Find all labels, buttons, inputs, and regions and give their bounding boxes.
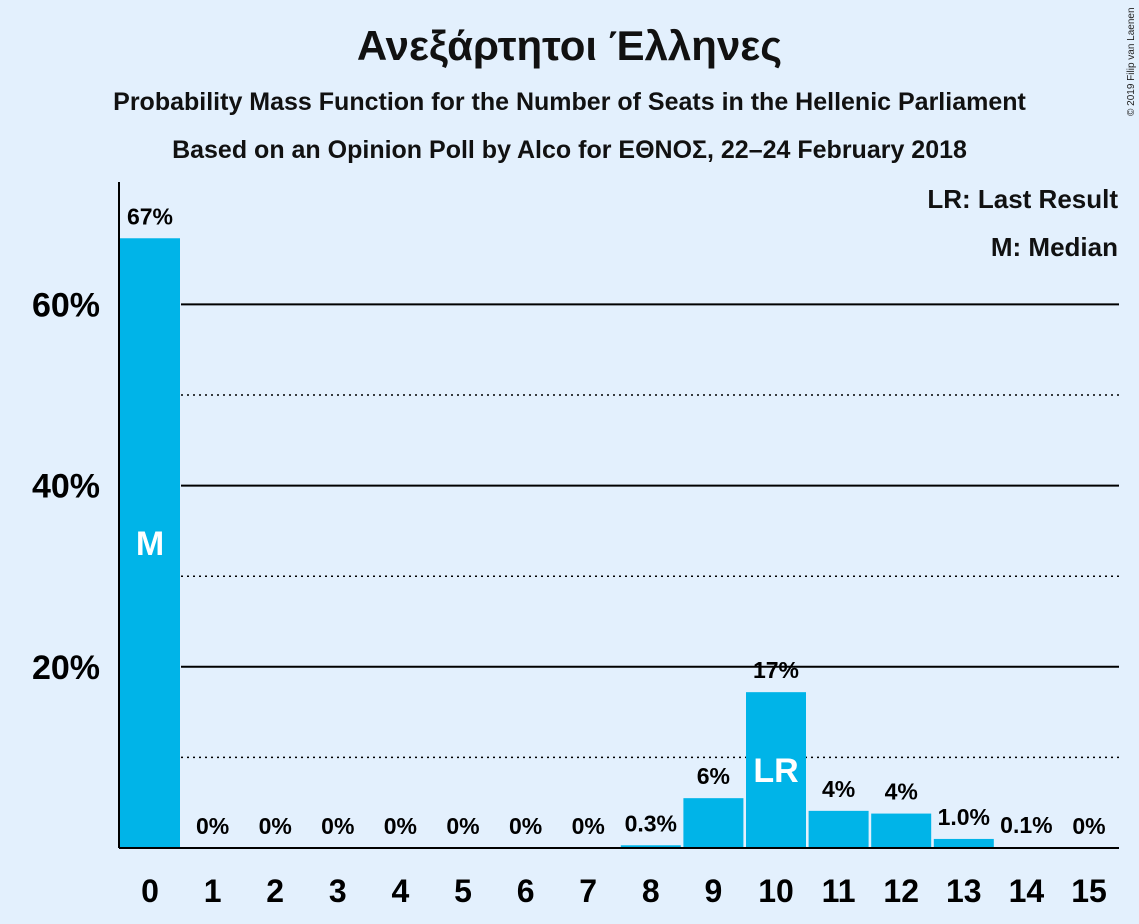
data-label: 1.0% [938,804,990,830]
data-label: 0% [259,813,292,839]
data-label: 0% [1072,813,1105,839]
x-tick-label: 2 [266,873,284,909]
data-label: 17% [753,657,799,683]
bar [933,838,994,848]
data-label: 4% [822,776,855,802]
x-tick-label: 13 [946,873,982,909]
legend-median: M: Median [990,232,1118,262]
data-label: 0% [196,813,229,839]
x-tick-label: 12 [883,873,919,909]
data-label: 4% [885,779,918,805]
x-tick-label: 8 [642,873,660,909]
x-tick-label: 11 [822,873,856,909]
data-label: 0% [572,813,605,839]
x-tick-label: 9 [705,873,723,909]
data-label: 0% [321,813,354,839]
y-tick-label: 60% [32,286,100,324]
chart-subtitle-1: Probability Mass Function for the Number… [113,88,1026,116]
bar [120,238,180,849]
data-label: 0% [446,813,479,839]
data-label: 6% [697,763,730,789]
bar [871,813,932,848]
bar [808,810,869,848]
data-label: 0% [384,813,417,839]
x-tick-label: 1 [204,873,222,909]
legend-last-result: LR: Last Result [927,184,1118,214]
data-label: 0.1% [1000,812,1052,838]
x-tick-label: 10 [758,873,794,909]
x-tick-label: 0 [141,873,159,909]
x-tick-label: 14 [1009,873,1045,909]
chart-subtitle-2: Based on an Opinion Poll by Alco for ΕΘΝ… [172,136,967,164]
x-tick-label: 4 [392,873,410,909]
data-label: 0% [509,813,542,839]
x-tick-label: 3 [329,873,347,909]
data-label: 0.3% [625,810,677,836]
y-tick-label: 20% [32,649,100,687]
x-tick-label: 6 [517,873,535,909]
data-label: 67% [127,203,173,229]
bar [746,692,806,848]
x-tick-label: 15 [1071,873,1107,909]
bar [620,845,681,848]
bar [683,798,744,848]
bar-annotation: LR [753,752,798,790]
bar-annotation: M [136,525,164,563]
y-tick-label: 40% [32,468,100,506]
x-tick-label: 5 [454,873,472,909]
chart-title: Ανεξάρτητοι Έλληνες [356,22,783,69]
x-tick-label: 7 [579,873,597,909]
